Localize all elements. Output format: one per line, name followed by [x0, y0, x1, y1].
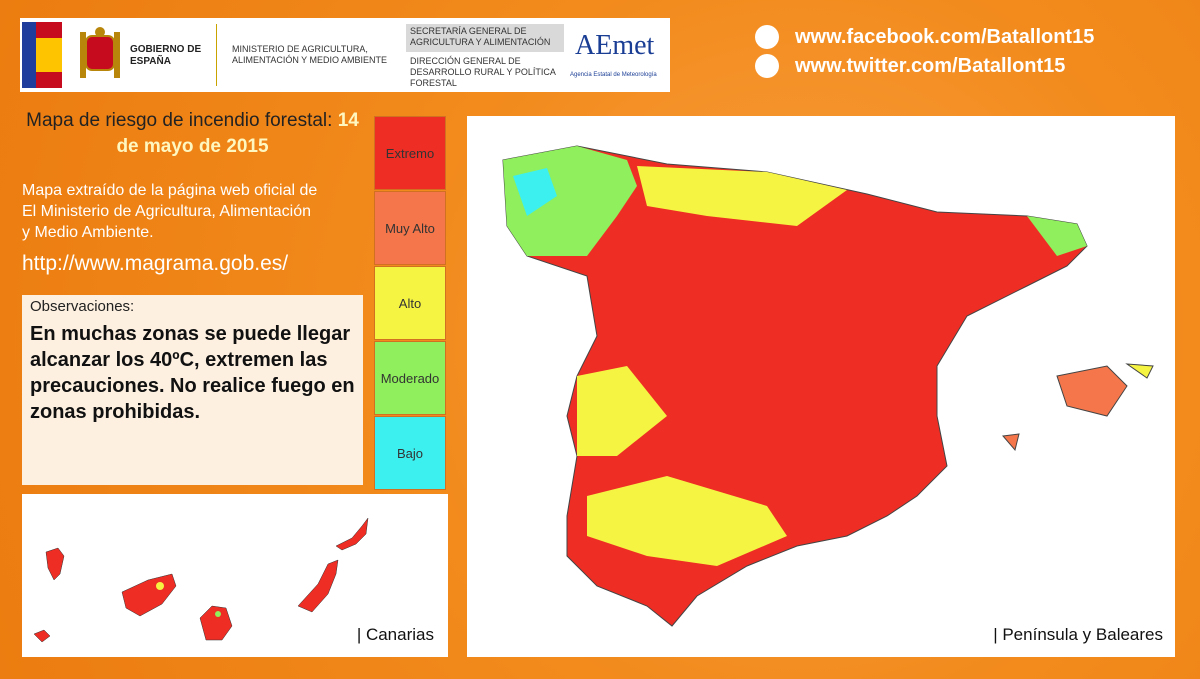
- aemet-logo: AEmet: [575, 30, 655, 61]
- title: Mapa de riesgo de incendio forestal: 14 …: [20, 108, 365, 160]
- title-text: Mapa de riesgo de incendio forestal:: [26, 110, 333, 131]
- legend: Extremo Muy Alto Alto Moderado Bajo: [374, 116, 446, 491]
- divider: [216, 24, 217, 86]
- observations-label: Observaciones:: [30, 298, 135, 315]
- legend-item: Bajo: [374, 416, 446, 490]
- legend-item: Muy Alto: [374, 191, 446, 265]
- flag: [22, 22, 62, 88]
- facebook-icon: [755, 25, 779, 49]
- canarias-panel: | Canarias: [22, 494, 448, 657]
- observations-text: En muchas zonas se puede llegar alcanzar…: [30, 323, 355, 423]
- gobierno: GOBIERNO DE ESPAÑA: [130, 44, 202, 67]
- social-handle: Batallont15: [986, 25, 1095, 48]
- twitter-link[interactable]: www.twitter.com/Batallont15: [755, 53, 1175, 79]
- twitter-icon: [755, 54, 779, 78]
- coat-of-arms: [80, 27, 120, 78]
- canarias-label: | Canarias: [356, 625, 434, 644]
- title-date: 14 de mayo de 2015: [116, 110, 359, 157]
- description: Mapa extraído de la página web oficial d…: [22, 182, 318, 241]
- social-prefix: www.twitter.com/: [795, 54, 958, 77]
- social-prefix: www.facebook.com/: [795, 25, 987, 48]
- legend-item: Extremo: [374, 116, 446, 190]
- secretaria: SECRETARÍA GENERAL DE AGRICULTURA Y ALIM…: [406, 24, 564, 52]
- direccion: DIRECCIÓN GENERAL DE DESARROLLO RURAL Y …: [410, 56, 556, 88]
- facebook-link[interactable]: www.facebook.com/Batallont15: [755, 24, 1175, 50]
- source-url[interactable]: http://www.magrama.gob.es/: [22, 252, 289, 275]
- peninsula-label: | Península y Baleares: [993, 625, 1163, 644]
- legend-item: Alto: [374, 266, 446, 340]
- aemet-full: Agencia Estatal de Meteorología: [570, 72, 657, 78]
- observations: Observaciones: En muchas zonas se puede …: [22, 295, 363, 485]
- social-handle: Batallont15: [957, 54, 1066, 77]
- ministerio: MINISTERIO DE AGRICULTURA, ALIMENTACIÓN …: [232, 44, 388, 65]
- peninsula-panel: | Península y Baleares: [467, 116, 1175, 657]
- peninsula-map: [502, 145, 1154, 627]
- legend-item: Moderado: [374, 341, 446, 415]
- header: GOBIERNO DE ESPAÑA MINISTERIO DE AGRICUL…: [20, 18, 670, 92]
- canarias-map: [33, 517, 369, 643]
